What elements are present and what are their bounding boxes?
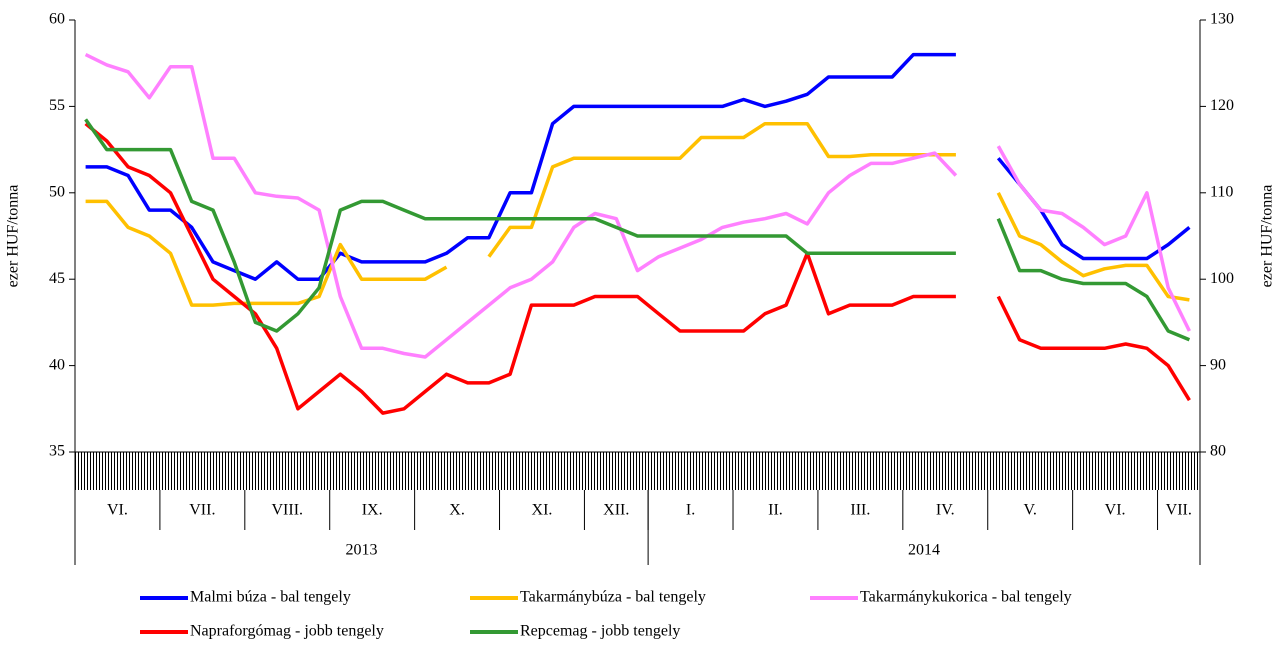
series-line [84, 53, 1191, 359]
month-label: IV. [936, 502, 955, 519]
month-label: I. [686, 502, 695, 519]
y2-tick-label: 90 [1210, 356, 1226, 373]
series-line [84, 118, 1191, 342]
y-tick-label: 50 [49, 183, 65, 200]
series-line [85, 52, 1191, 281]
y2-tick-label: 110 [1210, 183, 1233, 200]
month-label: XII. [603, 502, 629, 519]
legend-label: Takarmánykukorica - bal tengely [860, 589, 1072, 606]
month-label: VII. [189, 502, 215, 519]
y-tick-label: 60 [49, 11, 65, 28]
y2-tick-label: 100 [1210, 270, 1234, 287]
y2-axis-label: ezer HUF/tonna [1259, 185, 1276, 288]
legend-label: Repcemag - jobb tengely [520, 623, 680, 640]
month-label: X. [449, 502, 465, 519]
y-tick-label: 35 [49, 443, 65, 460]
y2-tick-label: 120 [1210, 97, 1234, 114]
y-tick-label: 45 [49, 270, 65, 287]
x-tick-strip [75, 452, 1200, 490]
legend-label: Napraforgómag - jobb tengely [190, 623, 384, 640]
month-label: VII. [1166, 502, 1192, 519]
month-label: XI. [532, 502, 553, 519]
y2-tick-label: 130 [1210, 11, 1234, 28]
year-label: 2013 [346, 542, 378, 559]
month-label: IX. [362, 502, 383, 519]
month-label: V. [1023, 502, 1037, 519]
series-line [85, 121, 1190, 307]
month-label: VI. [1105, 502, 1126, 519]
y-axis-label: ezer HUF/tonna [5, 185, 22, 288]
series-line [84, 122, 1191, 415]
y-tick-label: 40 [49, 356, 65, 373]
year-label: 2014 [908, 542, 940, 559]
legend-label: Malmi búza - bal tengely [190, 589, 351, 606]
month-label: II. [768, 502, 783, 519]
legend-label: Takarmánybúza - bal tengely [520, 589, 706, 606]
y2-tick-label: 80 [1210, 443, 1226, 460]
y-tick-label: 55 [49, 97, 65, 114]
month-label: III. [850, 502, 870, 519]
month-label: VIII. [271, 502, 303, 519]
month-label: VI. [107, 502, 128, 519]
